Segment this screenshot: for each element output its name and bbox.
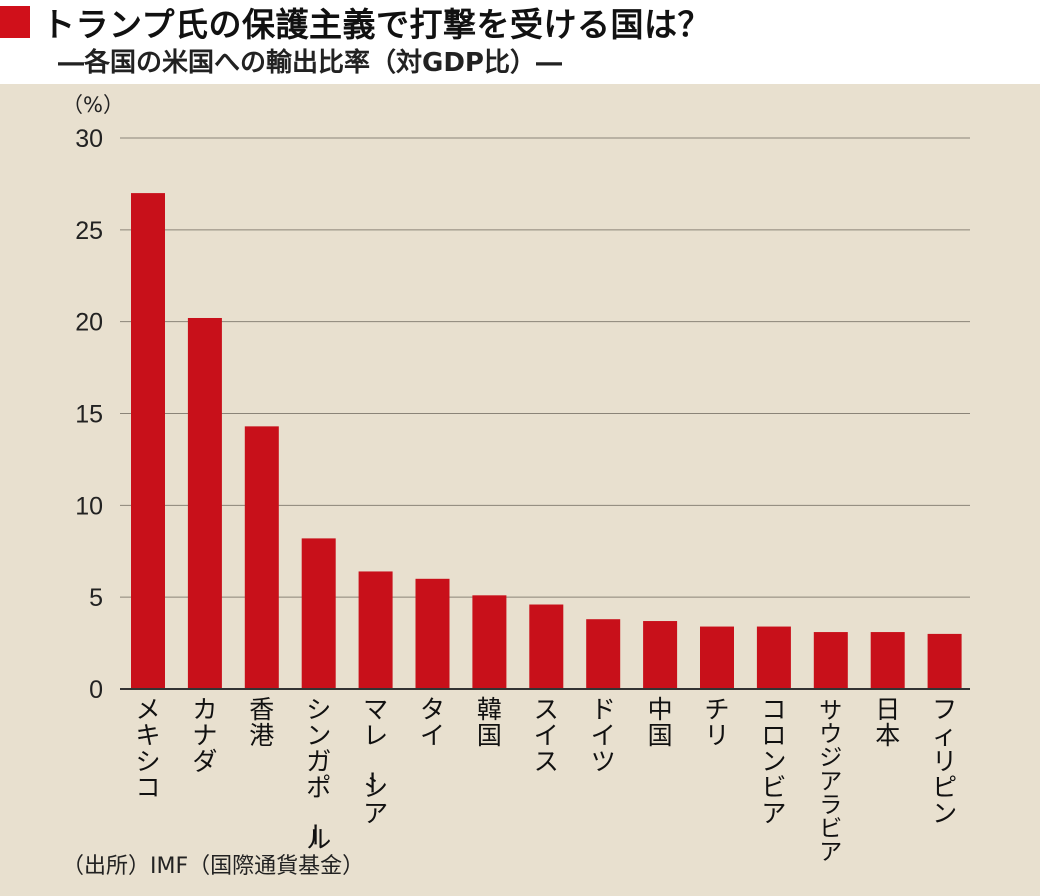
y-tick-label: 0 — [89, 676, 103, 704]
title-marker — [0, 6, 30, 38]
y-axis-unit-label: （%） — [62, 93, 124, 117]
x-tick-label: チリ — [704, 695, 729, 750]
bar — [756, 626, 791, 689]
x-tick-label: 中国 — [648, 695, 673, 750]
bar — [187, 317, 222, 689]
bar — [131, 193, 165, 689]
x-tick-label: フィリピン — [932, 695, 957, 828]
bar — [870, 632, 905, 689]
chart-panel — [0, 84, 1040, 896]
bar — [244, 426, 279, 689]
title-bar: トランプ氏の保護主義で打撃を受ける国は？ ―各国の米国への輸出比率（対GDP比）… — [0, 0, 1040, 84]
bar — [415, 578, 450, 689]
bar — [700, 626, 734, 689]
bar — [927, 633, 962, 689]
chart-title: トランプ氏の保護主義で打撃を受ける国は？ — [42, 5, 712, 44]
x-tick-label: シンガポール — [300, 695, 331, 854]
bar — [472, 595, 507, 689]
x-tick-label: タイ — [420, 695, 445, 750]
y-tick-label: 10 — [75, 492, 103, 520]
bar — [813, 632, 848, 689]
y-tick-label: 30 — [75, 125, 103, 153]
bar — [643, 621, 678, 689]
y-tick-label: 5 — [89, 584, 103, 612]
x-tick-label: 韓国 — [477, 695, 502, 750]
x-tick-label: カナダ — [192, 695, 217, 776]
bar — [529, 604, 564, 689]
y-tick-label: 15 — [75, 401, 103, 429]
bar — [586, 619, 621, 689]
source-note: （出所）IMF（国際通貨基金） — [62, 854, 365, 879]
y-tick-label: 25 — [75, 217, 103, 245]
x-tick-label: メキシコ — [135, 695, 160, 802]
x-tick-label: 香港 — [249, 695, 274, 750]
x-tick-label: スイス — [534, 695, 559, 776]
y-tick-label: 20 — [75, 309, 103, 337]
x-tick-label: サウジアラビア — [819, 698, 842, 866]
chart-subtitle: ―各国の米国への輸出比率（対GDP比）― — [58, 48, 562, 78]
bar — [301, 538, 336, 689]
x-tick-label: ドイツ — [591, 695, 616, 776]
x-tick-label: 日本 — [875, 695, 900, 750]
bar — [358, 571, 393, 689]
x-tick-label: コロンビア — [761, 695, 786, 828]
x-tick-label: マレーシア — [357, 695, 388, 828]
